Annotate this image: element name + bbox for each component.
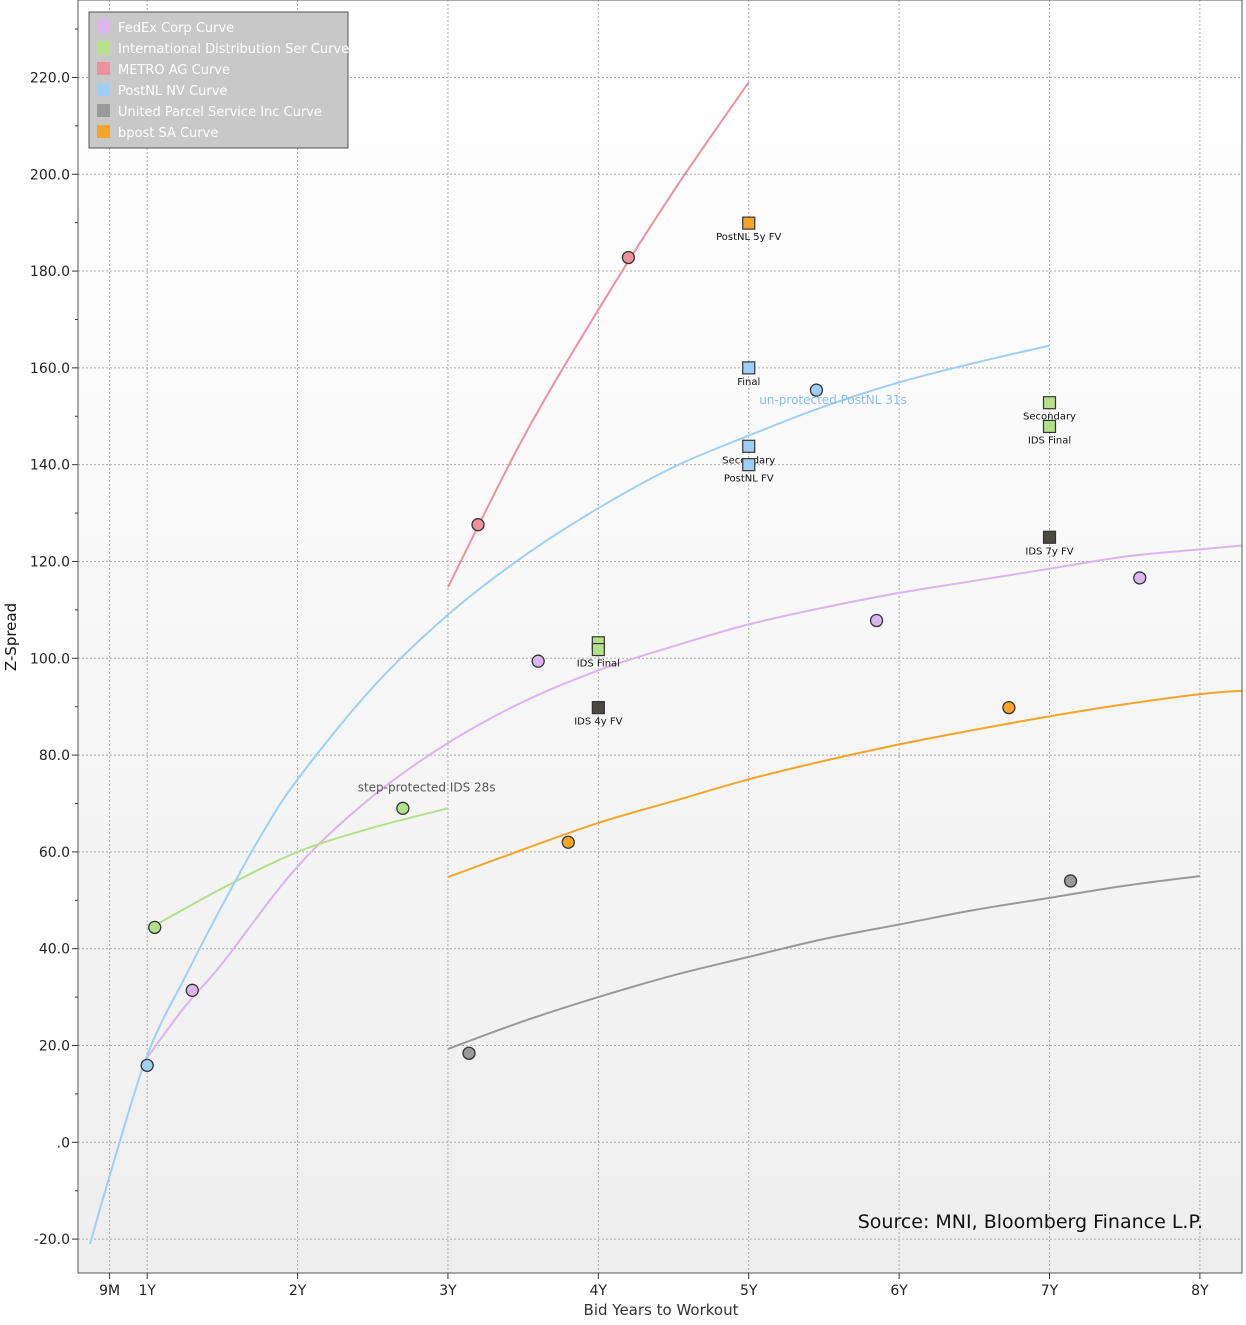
legend-swatch bbox=[97, 125, 110, 138]
marker-label: Secondary bbox=[1023, 412, 1076, 423]
legend-entry-bpost-sa-curve: bpost SA Curve bbox=[118, 126, 218, 141]
legend-entry-united-parcel-service-inc-curve: United Parcel Service Inc Curve bbox=[118, 105, 322, 120]
square-marker bbox=[591, 701, 605, 715]
legend-entry-postnl-nv-curve: PostNL NV Curve bbox=[118, 84, 227, 99]
x-tick-label: 8Y bbox=[1191, 1283, 1209, 1299]
marker-label: PostNL 5y FV bbox=[716, 232, 781, 243]
point-united-parcel-service-inc-curve bbox=[462, 1046, 476, 1060]
x-tick-label: 2Y bbox=[289, 1283, 307, 1299]
curve-bpost-sa-curve bbox=[447, 689, 1243, 879]
point-fedex-corp-curve bbox=[531, 654, 545, 668]
marker-label: PostNL FV bbox=[724, 474, 774, 485]
y-tick-label: 220.0 bbox=[30, 70, 70, 86]
legend-swatch bbox=[97, 41, 110, 54]
point-metro-ag-curve bbox=[621, 250, 636, 265]
y-tick-label: 200.0 bbox=[30, 167, 70, 183]
square-marker bbox=[742, 439, 756, 453]
legend-entry-fedex-corp-curve: FedEx Corp Curve bbox=[118, 21, 234, 36]
curve-metro-ag-curve bbox=[447, 81, 750, 588]
marker-label: IDS Final bbox=[1028, 435, 1071, 446]
point-bpost-sa-curve bbox=[561, 835, 575, 849]
annotation-step-protected-ids: step-protected IDS 28s bbox=[358, 780, 496, 794]
y-tick-label: 40.0 bbox=[39, 942, 70, 958]
x-tick-label: 3Y bbox=[439, 1283, 457, 1299]
x-tick-label: 6Y bbox=[890, 1283, 908, 1299]
square-marker bbox=[1042, 396, 1057, 410]
point-international-distribution-ser-curve bbox=[148, 920, 162, 935]
legend-entry-metro-ag-curve: METRO AG Curve bbox=[118, 63, 230, 78]
y-tick-label: 100.0 bbox=[30, 651, 70, 667]
y-tick-label: 120.0 bbox=[30, 554, 70, 570]
legend-swatch bbox=[97, 104, 110, 117]
marker-layer: PostNL 5y FVFinalSecondaryPostNL FVSecon… bbox=[574, 216, 1076, 728]
point-fedex-corp-curve bbox=[1133, 571, 1147, 585]
x-tick-label: 9M bbox=[99, 1283, 120, 1299]
point-international-distribution-ser-curve bbox=[396, 801, 410, 815]
square-marker bbox=[742, 458, 756, 472]
square-marker bbox=[1042, 419, 1057, 434]
plot-frame bbox=[77, 0, 1243, 1274]
y-tick-label: -20.0 bbox=[34, 1232, 70, 1248]
curve-international-distribution-ser-curve bbox=[154, 807, 449, 927]
annotation-layer: un-protected PostNL 31s step-protected I… bbox=[358, 393, 907, 794]
marker-label: IDS Final bbox=[577, 659, 620, 670]
y-tick-label: 180.0 bbox=[30, 264, 70, 280]
y-tick-label: 20.0 bbox=[39, 1039, 70, 1055]
y-tick-label: .0 bbox=[57, 1135, 70, 1151]
curve-fedex-corp-curve bbox=[146, 544, 1243, 1059]
legend-swatch bbox=[97, 20, 110, 33]
legend: FedEx Corp Curve International Distributi… bbox=[88, 11, 349, 149]
marker-label: IDS 4y FV bbox=[574, 717, 622, 728]
square-marker bbox=[742, 361, 756, 375]
square-marker bbox=[591, 642, 605, 657]
legend-entry-international-distribution-ser-curve: International Distribution Ser Curve bbox=[118, 42, 349, 57]
annotation-un-protected-postnl: un-protected PostNL 31s bbox=[759, 393, 906, 407]
point-metro-ag-curve bbox=[471, 518, 485, 532]
x-tick-label: 5Y bbox=[740, 1283, 758, 1299]
y-axis-title: Z-Spread bbox=[2, 603, 20, 671]
x-axis-title: Bid Years to Workout bbox=[584, 1301, 739, 1319]
x-tick-label: 4Y bbox=[590, 1283, 608, 1299]
y-tick-label: 80.0 bbox=[39, 748, 70, 764]
point-postnl-nv-curve bbox=[809, 383, 824, 397]
marker-label: IDS 7y FV bbox=[1025, 546, 1073, 557]
y-tick-label: 60.0 bbox=[39, 845, 70, 861]
legend-box bbox=[88, 11, 349, 149]
curve-postnl-nv-curve bbox=[89, 344, 1050, 1245]
source-text: Source: MNI, Bloomberg Finance L.P. bbox=[858, 1211, 1203, 1233]
x-tick-label: 7Y bbox=[1041, 1283, 1059, 1299]
point-layer bbox=[140, 250, 1147, 1073]
point-united-parcel-service-inc-curve bbox=[1063, 874, 1078, 888]
point-postnl-nv-curve bbox=[140, 1058, 154, 1073]
square-marker bbox=[1042, 530, 1057, 544]
legend-swatch bbox=[97, 83, 110, 96]
legend-swatch bbox=[97, 62, 110, 75]
plot-background bbox=[78, 0, 1242, 1273]
point-bpost-sa-curve bbox=[1002, 701, 1016, 715]
curve-united-parcel-service-inc-curve bbox=[447, 875, 1201, 1050]
y-tick-label: 160.0 bbox=[30, 361, 70, 377]
x-tick-label: 1Y bbox=[138, 1283, 156, 1299]
point-fedex-corp-curve bbox=[185, 983, 199, 997]
curve-layer bbox=[89, 81, 1243, 1245]
point-fedex-corp-curve bbox=[869, 613, 884, 628]
marker-label: Final bbox=[737, 377, 760, 388]
square-marker bbox=[742, 216, 756, 230]
y-tick-label: 140.0 bbox=[30, 458, 70, 474]
